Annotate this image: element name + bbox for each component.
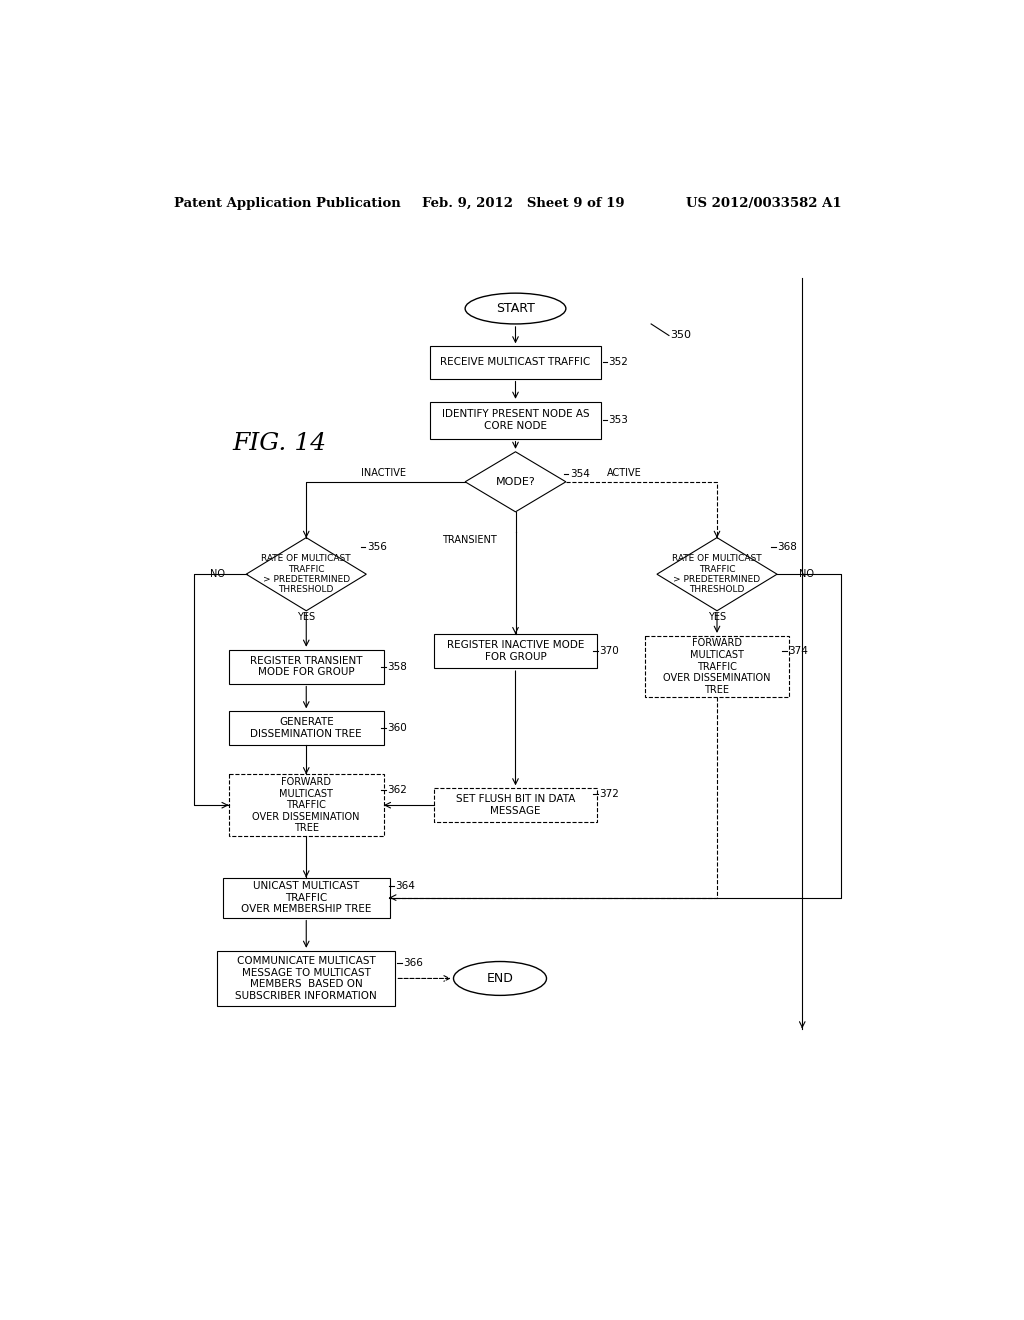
Text: ACTIVE: ACTIVE bbox=[606, 467, 641, 478]
Text: 370: 370 bbox=[599, 647, 618, 656]
Text: REGISTER TRANSIENT
MODE FOR GROUP: REGISTER TRANSIENT MODE FOR GROUP bbox=[250, 656, 362, 677]
Text: COMMUNICATE MULTICAST
MESSAGE TO MULTICAST
MEMBERS  BASED ON
SUBSCRIBER INFORMAT: COMMUNICATE MULTICAST MESSAGE TO MULTICA… bbox=[236, 956, 377, 1001]
Text: Feb. 9, 2012   Sheet 9 of 19: Feb. 9, 2012 Sheet 9 of 19 bbox=[423, 197, 625, 210]
Text: 372: 372 bbox=[599, 788, 620, 799]
Text: RATE OF MULTICAST
TRAFFIC
> PREDETERMINED
THRESHOLD: RATE OF MULTICAST TRAFFIC > PREDETERMINE… bbox=[672, 554, 762, 594]
Text: 350: 350 bbox=[671, 330, 691, 341]
Text: UNICAST MULTICAST
TRAFFIC
OVER MEMBERSHIP TREE: UNICAST MULTICAST TRAFFIC OVER MEMBERSHI… bbox=[241, 880, 372, 915]
Text: 366: 366 bbox=[403, 958, 423, 968]
Bar bbox=[228, 711, 384, 744]
Text: RECEIVE MULTICAST TRAFFIC: RECEIVE MULTICAST TRAFFIC bbox=[440, 358, 591, 367]
Text: MODE?: MODE? bbox=[496, 477, 536, 487]
Text: RATE OF MULTICAST
TRAFFIC
> PREDETERMINED
THRESHOLD: RATE OF MULTICAST TRAFFIC > PREDETERMINE… bbox=[261, 554, 351, 594]
Text: 353: 353 bbox=[608, 416, 629, 425]
Text: REGISTER INACTIVE MODE
FOR GROUP: REGISTER INACTIVE MODE FOR GROUP bbox=[446, 640, 584, 663]
Bar bbox=[223, 878, 389, 917]
Text: YES: YES bbox=[708, 611, 726, 622]
Text: TRANSIENT: TRANSIENT bbox=[441, 535, 497, 545]
Bar bbox=[228, 775, 384, 836]
Text: NO: NO bbox=[799, 569, 814, 579]
Text: 352: 352 bbox=[608, 358, 629, 367]
Text: IDENTIFY PRESENT NODE AS
CORE NODE: IDENTIFY PRESENT NODE AS CORE NODE bbox=[441, 409, 590, 432]
Text: 364: 364 bbox=[395, 880, 416, 891]
Text: NO: NO bbox=[210, 569, 224, 579]
Text: US 2012/0033582 A1: US 2012/0033582 A1 bbox=[686, 197, 842, 210]
Text: 358: 358 bbox=[388, 661, 408, 672]
Bar bbox=[217, 950, 395, 1006]
Text: FORWARD
MULTICAST
TRAFFIC
OVER DISSEMINATION
TREE: FORWARD MULTICAST TRAFFIC OVER DISSEMINA… bbox=[253, 777, 360, 833]
Text: FORWARD
MULTICAST
TRAFFIC
OVER DISSEMINATION
TREE: FORWARD MULTICAST TRAFFIC OVER DISSEMINA… bbox=[664, 639, 771, 694]
Bar bbox=[645, 636, 788, 697]
Bar bbox=[430, 346, 601, 379]
Bar bbox=[434, 788, 597, 822]
Text: 360: 360 bbox=[388, 723, 408, 733]
Bar bbox=[430, 401, 601, 438]
Text: INACTIVE: INACTIVE bbox=[361, 467, 407, 478]
Text: 354: 354 bbox=[569, 469, 590, 479]
Text: SET FLUSH BIT IN DATA
MESSAGE: SET FLUSH BIT IN DATA MESSAGE bbox=[456, 795, 575, 816]
Text: FIG. 14: FIG. 14 bbox=[232, 432, 327, 455]
Text: 368: 368 bbox=[777, 543, 798, 552]
Text: YES: YES bbox=[297, 611, 315, 622]
Text: 374: 374 bbox=[788, 647, 808, 656]
Text: 356: 356 bbox=[367, 543, 387, 552]
Text: GENERATE
DISSEMINATION TREE: GENERATE DISSEMINATION TREE bbox=[251, 717, 362, 739]
Text: START: START bbox=[496, 302, 535, 315]
Bar bbox=[228, 649, 384, 684]
Text: END: END bbox=[486, 972, 513, 985]
Text: 362: 362 bbox=[388, 785, 408, 795]
Bar bbox=[434, 635, 597, 668]
Text: Patent Application Publication: Patent Application Publication bbox=[174, 197, 401, 210]
